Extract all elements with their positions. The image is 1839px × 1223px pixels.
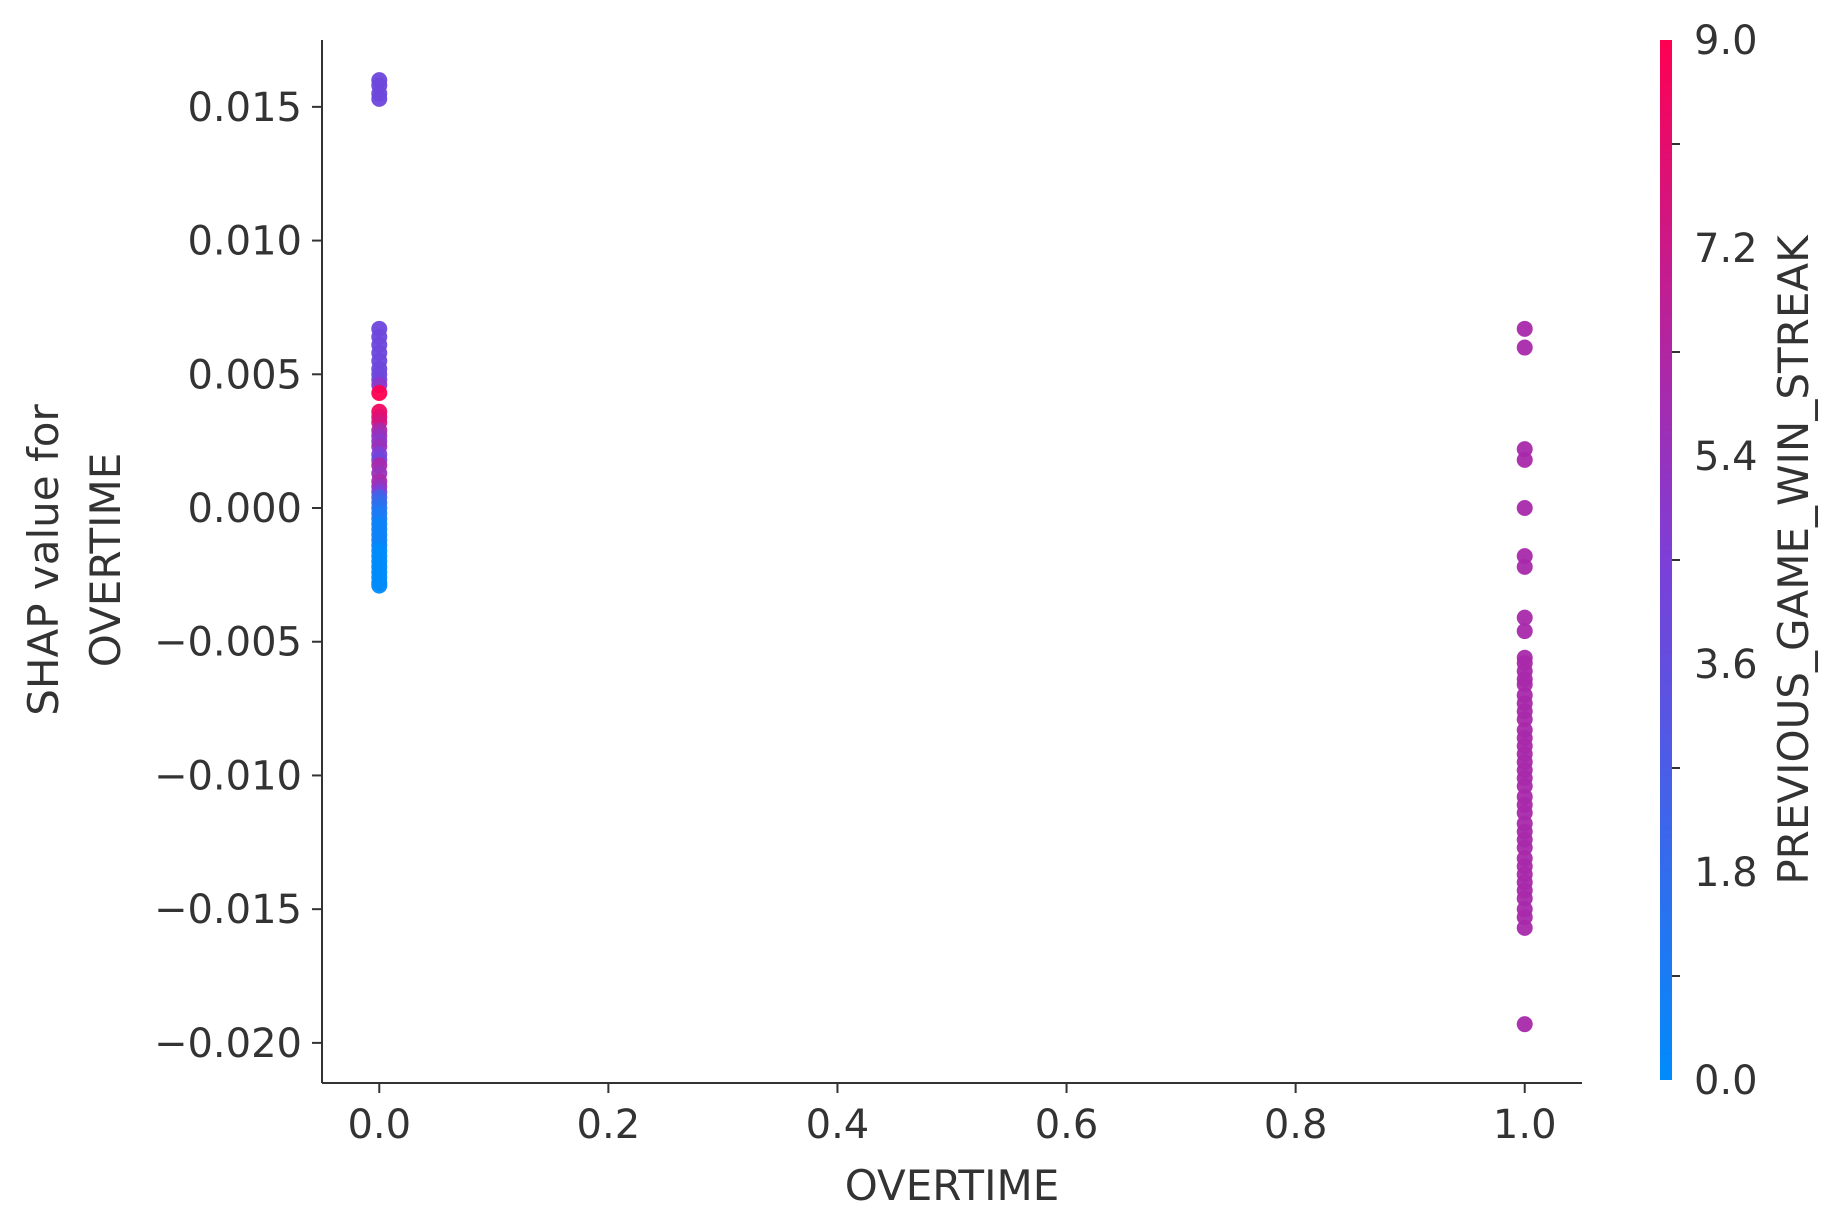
x-tick-label: 0.0 [347,1102,411,1148]
scatter-points [371,72,1533,1033]
colorbar-tick-label: 0.0 [1694,1058,1758,1104]
scatter-point [371,385,388,402]
scatter-point [1516,609,1533,626]
y-tick-label: −0.020 [154,1021,302,1067]
scatter-point [1516,320,1533,337]
scatter-point [1516,558,1533,575]
y-axis-ticks: 0.015 0.010 0.005 0.000 −0.005 −0.010 −0.015 −0… [154,85,322,1067]
x-tick-label: 0.4 [806,1102,870,1148]
colorbar-tick-label: 9.0 [1694,18,1758,64]
x-tick-label: 0.2 [577,1102,641,1148]
x-axis-label: OVERTIME [845,1161,1060,1210]
colorbar-tick-label: 5.4 [1694,434,1758,480]
scatter-point [1516,500,1533,517]
scatter-point [1516,451,1533,468]
scatter-point [371,577,388,594]
y-tick-label: −0.015 [154,887,302,933]
colorbar-tick-label: 1.8 [1694,850,1758,896]
colorbar-ticks: 0.0 1.8 3.6 5.4 7.2 9.0 [1672,18,1758,1104]
y-tick-label: 0.000 [187,486,302,532]
y-tick-label: 0.015 [187,85,302,131]
colorbar-label: PREVIOUS_GAME_WIN_STREAK [1769,234,1818,885]
x-tick-label: 1.0 [1493,1102,1557,1148]
colorbar [1660,40,1672,1080]
scatter-point [371,90,388,107]
colorbar-tick-label: 7.2 [1694,226,1758,272]
x-axis-ticks: 0.0 0.2 0.4 0.6 0.8 1.0 [347,1083,1557,1148]
scatter-point [1516,919,1533,936]
colorbar-tick-label: 3.6 [1694,642,1758,688]
y-tick-label: 0.010 [187,219,302,265]
scatter-point [1516,339,1533,356]
y-tick-label: 0.005 [187,352,302,398]
scatter-point [1516,1016,1533,1033]
y-tick-label: −0.005 [154,620,302,666]
y-axis-label-line-2: OVERTIME [81,453,130,668]
y-axis-label: SHAP value for OVERTIME [19,404,130,716]
x-tick-label: 0.6 [1035,1102,1099,1148]
y-tick-label: −0.010 [154,753,302,799]
y-axis-label-line-1: SHAP value for [19,404,68,716]
scatter-point [1516,623,1533,640]
x-tick-label: 0.8 [1264,1102,1328,1148]
